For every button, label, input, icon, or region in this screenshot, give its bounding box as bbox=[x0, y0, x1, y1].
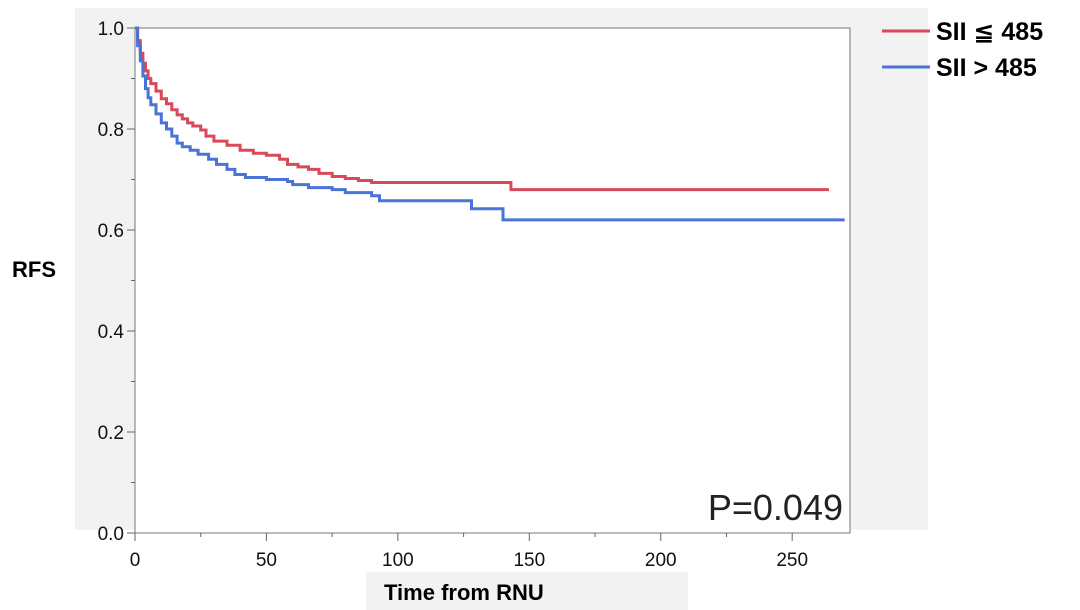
ticks-layer: 0.0 0.2 0.4 0.6 0.8 1.0 0 50 100 150 200 250 bbox=[98, 19, 808, 571]
x-tick-label: 150 bbox=[513, 550, 545, 571]
legend-label-high-sii: SII > 485 bbox=[936, 54, 1037, 82]
y-tick-label: 1.0 bbox=[98, 19, 124, 40]
p-value-annotation: P=0.049 bbox=[708, 487, 843, 528]
series-layer bbox=[135, 26, 845, 222]
y-tick-label: 0.2 bbox=[98, 423, 124, 444]
x-axis-label-background bbox=[366, 572, 688, 610]
y-axis-label: RFS bbox=[12, 257, 56, 282]
y-tick-label: 0.6 bbox=[98, 221, 124, 242]
x-tick-label: 0 bbox=[130, 550, 141, 571]
x-tick-label: 200 bbox=[645, 550, 677, 571]
legend: SII ≦ 485 SII > 485 bbox=[882, 18, 1043, 82]
x-tick-label: 250 bbox=[776, 550, 808, 571]
x-tick-label: 100 bbox=[382, 550, 414, 571]
series-line-1 bbox=[135, 26, 845, 222]
x-axis-label: Time from RNU bbox=[384, 580, 544, 605]
legend-label-low-sii: SII ≦ 485 bbox=[936, 18, 1043, 46]
y-tick-label: 0.8 bbox=[98, 120, 124, 141]
plot-area bbox=[135, 28, 850, 533]
series-line-0 bbox=[135, 26, 829, 192]
y-tick-label: 0.4 bbox=[98, 322, 125, 343]
y-tick-label: 0.0 bbox=[98, 524, 124, 545]
x-tick-label: 50 bbox=[256, 550, 277, 571]
